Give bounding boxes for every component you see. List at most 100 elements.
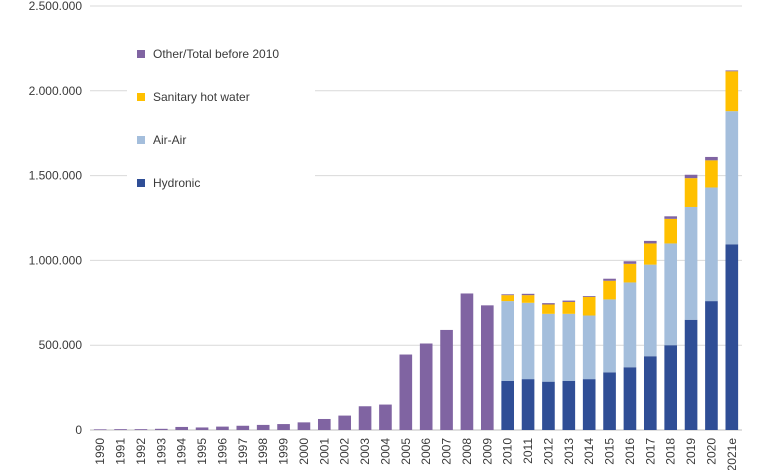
legend-swatch (137, 93, 145, 101)
x-tick-label: 2015 (603, 438, 617, 465)
bar-segment (623, 367, 637, 430)
legend-background (127, 34, 315, 210)
bar-segment (582, 379, 596, 430)
bar-segment (725, 71, 739, 112)
bar-segment (664, 345, 678, 430)
x-tick-label: 1998 (256, 438, 270, 465)
bar-segment (725, 244, 739, 430)
bar-segment (562, 380, 576, 430)
x-tick-label: 2000 (297, 438, 311, 465)
bar-segment (134, 429, 148, 430)
bar-segment (521, 295, 535, 303)
y-tick-label: 2.000.000 (29, 84, 83, 98)
y-tick-label: 500.000 (39, 338, 83, 352)
bar-segment (501, 294, 515, 296)
bar-segment (297, 422, 311, 430)
x-tick-label: 1993 (154, 438, 168, 465)
x-tick-label: 2007 (440, 438, 454, 465)
bar-segment (154, 428, 168, 430)
y-axis: 0 500.000 1.000.000 1.500.000 2.000.000 2.500… (29, 0, 83, 437)
x-tick-label: 1997 (236, 438, 250, 465)
bar-segment (521, 379, 535, 430)
bar-segment (643, 240, 657, 244)
x-tick-label: 1995 (195, 438, 209, 465)
bar-segment (358, 406, 372, 430)
bar-segment (216, 426, 229, 430)
bar-segment (684, 319, 698, 430)
legend-label: Hydronic (153, 176, 200, 190)
legend-label: Sanitary hot water (153, 90, 250, 104)
bar-segment (562, 313, 576, 381)
x-tick-label: 2009 (480, 438, 494, 465)
legend-swatch (137, 136, 145, 144)
bar-segment (582, 296, 596, 316)
x-tick-label: 2020 (704, 438, 718, 465)
x-tick-label: 1991 (114, 438, 128, 465)
bar-segment (643, 243, 657, 265)
bar-segment (664, 218, 678, 244)
bar-segment (562, 300, 576, 302)
x-tick-label: 2004 (378, 438, 392, 465)
bar-segment (705, 301, 718, 430)
bar-segment (480, 305, 494, 430)
x-tick-label: 1994 (175, 438, 189, 465)
y-tick-label: 0 (75, 423, 82, 437)
x-tick-label: 1996 (215, 438, 229, 465)
x-tick-label: 1992 (134, 438, 148, 465)
bar-segment (725, 111, 739, 245)
x-tick-label: 2018 (664, 438, 678, 465)
legend: Other/Total before 2010 Sanitary hot wate… (127, 34, 315, 210)
bar-segment (603, 372, 616, 430)
bar-segment (705, 187, 718, 302)
bar-segment (603, 280, 616, 300)
bar-segment (562, 301, 576, 314)
bar-segment (256, 424, 270, 430)
bar-segment (623, 282, 637, 368)
bar-segment (175, 426, 189, 430)
bar-segment (419, 343, 433, 430)
x-tick-label: 2016 (623, 438, 637, 465)
bar-segment (725, 70, 739, 72)
bar-segment (114, 429, 127, 430)
bar-segment (195, 427, 209, 430)
bar-segment (603, 278, 616, 281)
legend-label: Air-Air (153, 133, 186, 147)
bar-segment (664, 243, 678, 346)
y-tick-label: 1.500.000 (29, 169, 83, 183)
bar-segment (623, 263, 637, 283)
x-tick-label: 2013 (562, 438, 576, 465)
legend-swatch (137, 50, 145, 58)
y-tick-label: 2.500.000 (29, 0, 83, 13)
bar-segment (582, 296, 596, 297)
bar-segment (623, 261, 637, 264)
bar-segment (684, 178, 698, 207)
bar-segment (379, 404, 392, 430)
bar-segment (684, 206, 698, 320)
y-tick-label: 1.000.000 (29, 253, 83, 267)
bar-segment (338, 415, 352, 430)
bar-segment (460, 293, 474, 430)
x-axis: 1990 1991 1992 1993 1994 1995 1996 1997 1998 1999… (93, 438, 739, 470)
bar-segment (399, 354, 413, 430)
bar-segment (501, 301, 515, 381)
bars (93, 70, 739, 430)
bar-segment (93, 429, 107, 430)
bar-segment (664, 216, 678, 219)
bar-segment (542, 304, 555, 314)
x-tick-label: 2010 (501, 438, 515, 465)
bar-segment (582, 315, 596, 380)
x-tick-label: 2019 (684, 438, 698, 465)
bar-segment (542, 381, 555, 430)
bar-segment (521, 302, 535, 380)
bar-segment (643, 356, 657, 430)
bar-segment (603, 299, 616, 373)
bar-segment (236, 425, 250, 430)
x-tick-label: 2006 (419, 438, 433, 465)
legend-label: Other/Total before 2010 (153, 47, 279, 61)
bar-segment (705, 160, 718, 188)
bar-segment (501, 295, 515, 302)
bar-segment (643, 264, 657, 357)
bar-segment (440, 329, 453, 430)
x-tick-label: 1999 (277, 438, 291, 465)
